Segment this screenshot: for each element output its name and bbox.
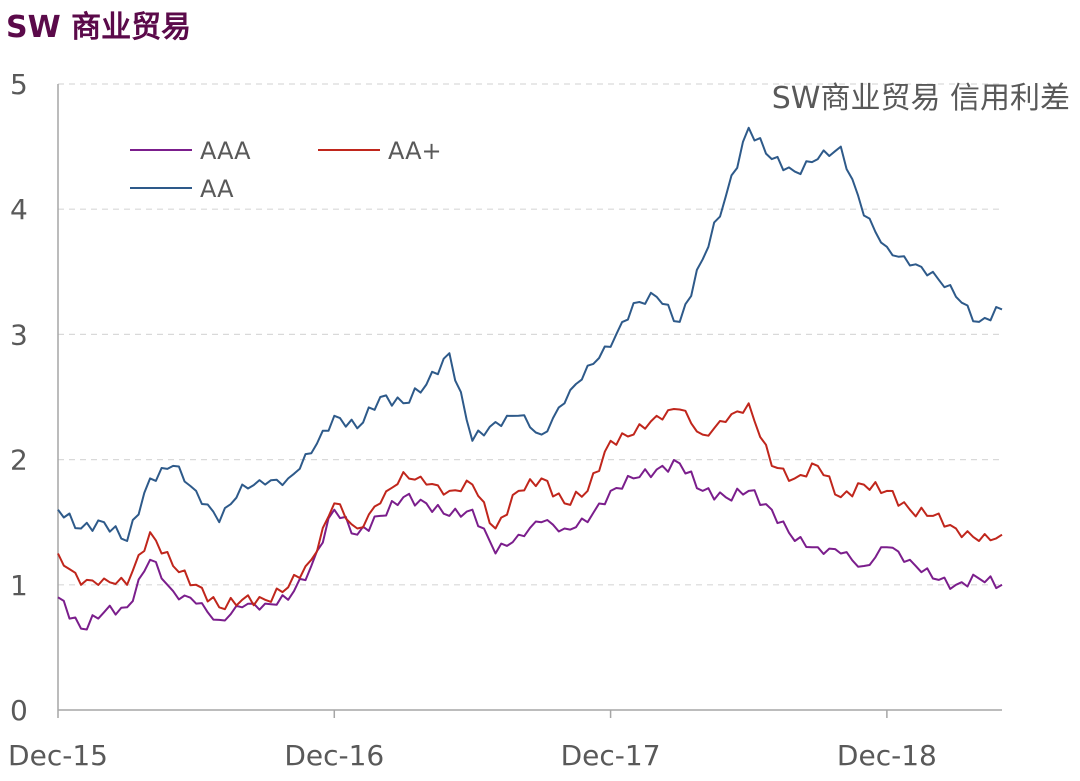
axes: 0 1 2 3 4 5 Dec-15 Dec-16 Dec-17 Dec-18 [8, 68, 1002, 772]
y-tick-label-5: 5 [10, 68, 28, 101]
legend-label-aa: AA [200, 175, 234, 203]
legend-label-aaplus: AA+ [388, 137, 442, 165]
y-tick-label-2: 2 [10, 444, 28, 477]
x-tick-label-Dec-16: Dec-16 [284, 739, 384, 772]
y-tick-label-1: 1 [10, 569, 28, 602]
page-heading: SW 商业贸易 [6, 10, 192, 45]
y-tick-label-3: 3 [10, 318, 28, 351]
x-tick-label-Dec-17: Dec-17 [561, 739, 661, 772]
legend: AAA AA+ AA [130, 137, 442, 203]
y-tick-label-4: 4 [10, 193, 28, 226]
series-lines [57, 126, 1003, 631]
series-line-aa [57, 126, 1003, 542]
grid-lines [58, 83, 1002, 586]
legend-label-aaa: AAA [200, 137, 251, 165]
x-tick-label-Dec-18: Dec-18 [837, 739, 937, 772]
y-tick-label-0: 0 [10, 694, 28, 727]
series-line-aaplus [57, 402, 1003, 611]
chart-title: SW商业贸易 信用利差 [772, 81, 1070, 116]
x-tick-label-Dec-15: Dec-15 [8, 739, 108, 772]
series-line-aaa [57, 459, 1003, 631]
